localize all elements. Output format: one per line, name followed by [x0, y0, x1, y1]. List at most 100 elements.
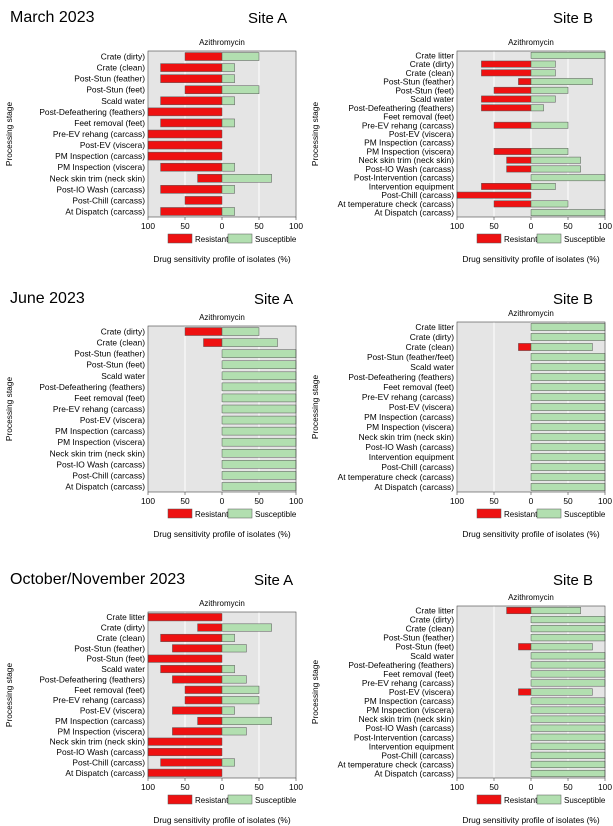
bar-susceptible: [221, 96, 235, 106]
category-label: Pre-EV rehang (carcass): [53, 129, 145, 139]
legend-label-resistant: Resistant: [504, 796, 538, 805]
x-tick-label: 50: [180, 782, 190, 792]
x-axis-label: Drug sensitivity profile of isolates (%): [462, 254, 600, 264]
bar-susceptible: [530, 679, 606, 687]
category-label: At Dispatch (carcass): [65, 768, 145, 778]
category-label: PM Inspection (carcass): [364, 696, 454, 706]
category-label: Post-Intervention (carcass): [354, 173, 454, 183]
bar-susceptible: [530, 769, 606, 777]
legend-label-susceptible: Susceptible: [255, 235, 297, 244]
chart-title: Azithromycin: [508, 38, 554, 47]
bar-susceptible: [530, 733, 606, 741]
bar-susceptible: [221, 185, 235, 194]
bar-susceptible: [221, 162, 235, 172]
category-label: At temperature check (carcass): [338, 472, 455, 482]
x-tick-label: 0: [529, 221, 534, 231]
y-axis-label: Processing stage: [4, 102, 14, 167]
bar-susceptible: [530, 69, 556, 77]
category-label: At Dispatch (carcass): [65, 481, 145, 491]
legend-swatch-susceptible: [536, 508, 562, 519]
category-label: Post-Defeathering (feathers): [348, 372, 454, 382]
bar-susceptible: [530, 688, 593, 696]
category-label: Crate (dirty): [410, 332, 454, 342]
x-tick-label: 100: [141, 782, 155, 792]
category-label: Crate (dirty): [410, 615, 454, 625]
x-tick-label: 100: [289, 782, 303, 792]
category-label: At temperature check (carcass): [338, 199, 455, 209]
category-label: Intervention equipment: [369, 452, 455, 462]
bar-susceptible: [221, 696, 260, 705]
category-label: Crate (dirty): [410, 59, 454, 69]
bar-susceptible: [530, 148, 569, 155]
legend-swatch-resistant: [476, 508, 502, 519]
category-label: PM Inspection (carcass): [55, 716, 145, 726]
category-label: PM Inspection (carcass): [55, 426, 145, 436]
category-label: Post-Stun (feet): [395, 642, 454, 652]
bar-susceptible: [530, 104, 544, 112]
category-label: Post-EV (viscera): [80, 140, 145, 150]
category-label: Post-IO Wash (carcass): [56, 747, 145, 757]
x-tick-label: 100: [598, 782, 612, 792]
x-tick-label: 50: [254, 782, 264, 792]
category-label: Crate (clean): [97, 338, 146, 348]
category-label: At temperature check (carcass): [338, 759, 455, 769]
category-label: Post-IO Wash (carcass): [365, 442, 454, 452]
x-tick-label: 100: [289, 221, 303, 231]
bar-susceptible: [221, 338, 278, 347]
bar-susceptible: [530, 643, 593, 651]
x-tick-label: 0: [529, 496, 534, 506]
bar-resistant: [506, 607, 532, 615]
bar-susceptible: [530, 634, 606, 642]
category-label: Feet removal (feet): [383, 382, 454, 392]
bar-susceptible: [221, 633, 235, 642]
x-axis-label: Drug sensitivity profile of isolates (%): [462, 815, 600, 825]
category-label: Crate (dirty): [101, 623, 145, 633]
legend-label-resistant: Resistant: [195, 796, 229, 805]
category-label: Post-Stun (feather): [74, 74, 145, 84]
category-label: PM Inspection (carcass): [55, 151, 145, 161]
category-label: Pre-EV rehang (carcass): [53, 695, 145, 705]
category-label: Post-Chill (carcass): [72, 757, 145, 767]
bar-susceptible: [530, 670, 606, 678]
category-label: At Dispatch (carcass): [374, 768, 454, 778]
x-tick-label: 100: [450, 221, 464, 231]
bar-susceptible: [221, 63, 235, 72]
bar-susceptible: [221, 644, 247, 653]
x-tick-label: 50: [489, 496, 499, 506]
category-label: Crate litter: [415, 322, 454, 332]
category-label: Neck skin trim (neck skin): [50, 448, 146, 458]
category-label: Neck skin trim (neck skin): [50, 737, 146, 747]
bar-susceptible: [221, 675, 247, 684]
x-tick-label: 100: [289, 496, 303, 506]
x-tick-label: 0: [220, 782, 225, 792]
category-label: PM Inspection (viscera): [58, 726, 146, 736]
category-label: Neck skin trim (neck skin): [359, 155, 455, 165]
category-label: Post-IO Wash (carcass): [365, 723, 454, 733]
category-label: Post-Stun (feather): [383, 633, 454, 643]
bar-susceptible: [221, 174, 272, 183]
site-b-label-june: Site B: [553, 291, 594, 308]
category-label: At Dispatch (carcass): [65, 206, 145, 216]
category-label: Post-EV (viscera): [80, 706, 145, 716]
x-tick-label: 50: [489, 221, 499, 231]
legend-swatch-resistant: [167, 794, 193, 805]
bar-susceptible: [530, 200, 569, 208]
bar-susceptible: [530, 706, 606, 714]
category-label: Post-Chill (carcass): [381, 750, 454, 760]
bar-susceptible: [530, 86, 569, 94]
bar-susceptible: [221, 327, 260, 336]
category-label: Scald water: [410, 94, 454, 104]
bar-susceptible: [530, 652, 606, 660]
category-label: PM Inspection (viscera): [367, 422, 455, 432]
legend-label-susceptible: Susceptible: [564, 235, 606, 244]
bar-susceptible: [221, 623, 272, 632]
category-label: Post-EV (viscera): [389, 129, 454, 139]
category-label: Intervention equipment: [369, 181, 455, 191]
x-axis-label: Drug sensitivity profile of isolates (%): [153, 815, 291, 825]
category-label: Post-Intervention (carcass): [354, 732, 454, 742]
legend-swatch-resistant: [167, 508, 193, 519]
y-axis-label: Processing stage: [310, 375, 320, 440]
